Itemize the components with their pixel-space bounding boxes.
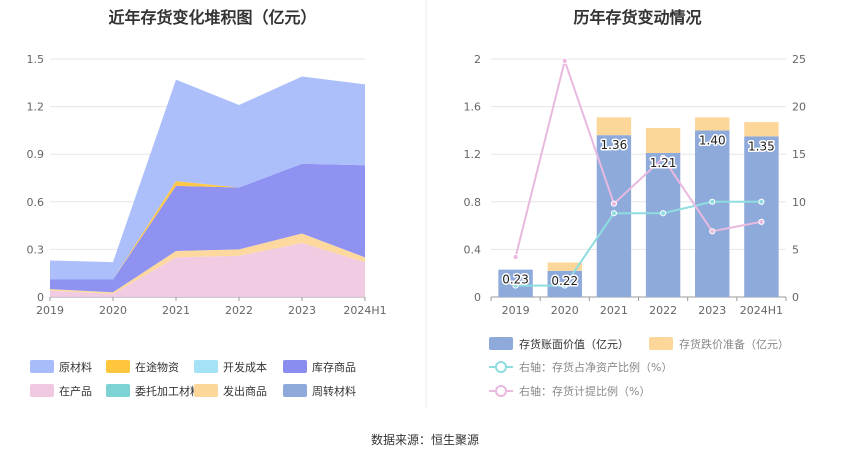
- inventory-bar-impairment: [547, 262, 582, 271]
- stack-x-tick-label: 2023: [288, 304, 316, 317]
- inventory-x-tick-label: 2019: [502, 304, 530, 317]
- stack-legend-label: 委托加工材料: [135, 384, 201, 398]
- inventory-y-right-tick-label: 25: [792, 53, 806, 66]
- stack-legend-swatch: [30, 360, 54, 373]
- stack-legend-swatch: [283, 360, 307, 373]
- stack-legend-swatch: [283, 384, 307, 397]
- stack-y-tick-label: 0.3: [27, 243, 45, 256]
- stack-legend-label: 原材料: [59, 360, 92, 374]
- inventory-x-tick-label: 2020: [551, 304, 579, 317]
- stack-y-tick-label: 0: [37, 291, 44, 304]
- inventory-y-right-tick-label: 0: [792, 291, 799, 304]
- stack-legend-swatch: [30, 384, 54, 397]
- inventory-legend-label: 存货账面价值（亿元）: [519, 337, 629, 351]
- stack-legend-swatch: [194, 360, 218, 373]
- inventory-chart-title: 历年存货变动情况: [573, 8, 702, 27]
- inventory-y-left-tick-label: 1.6: [464, 101, 482, 114]
- inventory-y-right-tick-label: 20: [792, 101, 806, 114]
- stack-legend-label: 开发成本: [223, 360, 267, 374]
- stack-legend-swatch: [106, 360, 130, 373]
- stack-legend-label: 发出商品: [223, 384, 267, 398]
- stack-y-tick-label: 0.9: [27, 148, 45, 161]
- inventory-legend-marker: [495, 385, 507, 397]
- stack-chart-title: 近年存货变化堆积图（亿元）: [108, 8, 317, 27]
- inventory-x-tick-label: 2023: [698, 304, 726, 317]
- inventory-y-left-tick-label: 2: [474, 53, 481, 66]
- inventory-line-marker: [758, 198, 765, 205]
- stack-legend-swatch: [194, 384, 218, 397]
- inventory-line-provision-ratio: [514, 57, 762, 258]
- stack-legend-swatch: [106, 384, 130, 397]
- inventory-y-left-tick-label: 0.4: [464, 243, 482, 256]
- inventory-line-marker: [659, 210, 667, 217]
- inventory-bar-value-label: 0.22: [551, 274, 578, 288]
- inventory-line-marker: [758, 218, 765, 225]
- inventory-x-tick-label: 2022: [649, 304, 677, 317]
- stack-legend-label: 库存商品: [312, 360, 356, 374]
- inventory-bar-impairment: [695, 117, 730, 131]
- stack-x-tick-label: 2024H1: [343, 304, 386, 317]
- inventory-line-marker: [709, 228, 716, 235]
- inventory-y-right-tick-label: 10: [792, 196, 806, 209]
- stack-x-tick-label: 2022: [225, 304, 253, 317]
- inventory-line-marker: [709, 198, 716, 205]
- inventory-bar-impairment: [645, 128, 681, 154]
- inventory-legend-label: 右轴：存货计提比例（%）: [519, 384, 650, 398]
- inventory-line-marker: [659, 154, 667, 162]
- data-source-label: 数据来源：恒生聚源: [370, 433, 479, 447]
- inventory-line-marker: [610, 210, 618, 217]
- inventory-line-marker: [512, 253, 519, 261]
- inventory-line-marker: [512, 282, 519, 289]
- inventory-bar-impairment: [744, 122, 779, 137]
- inventory-line-marker: [610, 200, 618, 207]
- inventory-legend-swatch: [649, 337, 673, 350]
- inventory-y-right-tick-label: 5: [792, 243, 799, 256]
- inventory-legend-label: 右轴：存货占净资产比例（%）: [519, 360, 672, 374]
- inventory-legend-marker: [495, 361, 507, 373]
- stack-area-在产品: [50, 243, 365, 297]
- inventory-legend-swatch: [489, 337, 513, 350]
- inventory-bar-impairment: [596, 117, 632, 136]
- inventory-bar-value-label: 1.36: [601, 138, 628, 152]
- stack-y-tick-label: 1.2: [27, 101, 45, 114]
- inventory-line-net-asset-ratio: [515, 200, 762, 287]
- stack-x-tick-label: 2021: [162, 304, 190, 317]
- inventory-bar-value-label: 1.40: [699, 133, 726, 147]
- inventory-legend-label: 存货跌价准备（亿元）: [679, 337, 789, 351]
- stack-legend-label: 在产品: [59, 384, 92, 398]
- inventory-bar-value-label: 1.35: [748, 139, 775, 153]
- stack-y-tick-label: 1.5: [27, 53, 45, 66]
- inventory-bar-book-value: [744, 136, 779, 297]
- stack-area-group: [50, 76, 365, 297]
- inventory-y-left-tick-label: 0: [474, 291, 481, 304]
- inventory-bar-book-value: [645, 153, 681, 297]
- stack-legend-label: 在途物资: [135, 360, 179, 374]
- inventory-y-right-tick-label: 15: [792, 148, 806, 161]
- inventory-bar-value-label: 1.21: [650, 156, 677, 170]
- stack-legend-label: 周转材料: [312, 384, 356, 398]
- stack-x-tick-label: 2020: [99, 304, 127, 317]
- stack-y-tick-label: 0.6: [27, 196, 45, 209]
- inventory-y-left-tick-label: 1.2: [464, 148, 482, 161]
- inventory-line-marker: [561, 57, 568, 65]
- inventory-line-marker: [561, 282, 568, 289]
- inventory-x-tick-label: 2021: [600, 304, 628, 317]
- inventory-y-left-tick-label: 0.8: [464, 196, 482, 209]
- stack-area-原材料: [50, 76, 365, 280]
- inventory-x-tick-label: 2024H1: [740, 304, 783, 317]
- stack-area-库存商品: [50, 163, 365, 293]
- stack-x-tick-label: 2019: [36, 304, 64, 317]
- inventory-bar-value-label: 0.23: [502, 273, 529, 287]
